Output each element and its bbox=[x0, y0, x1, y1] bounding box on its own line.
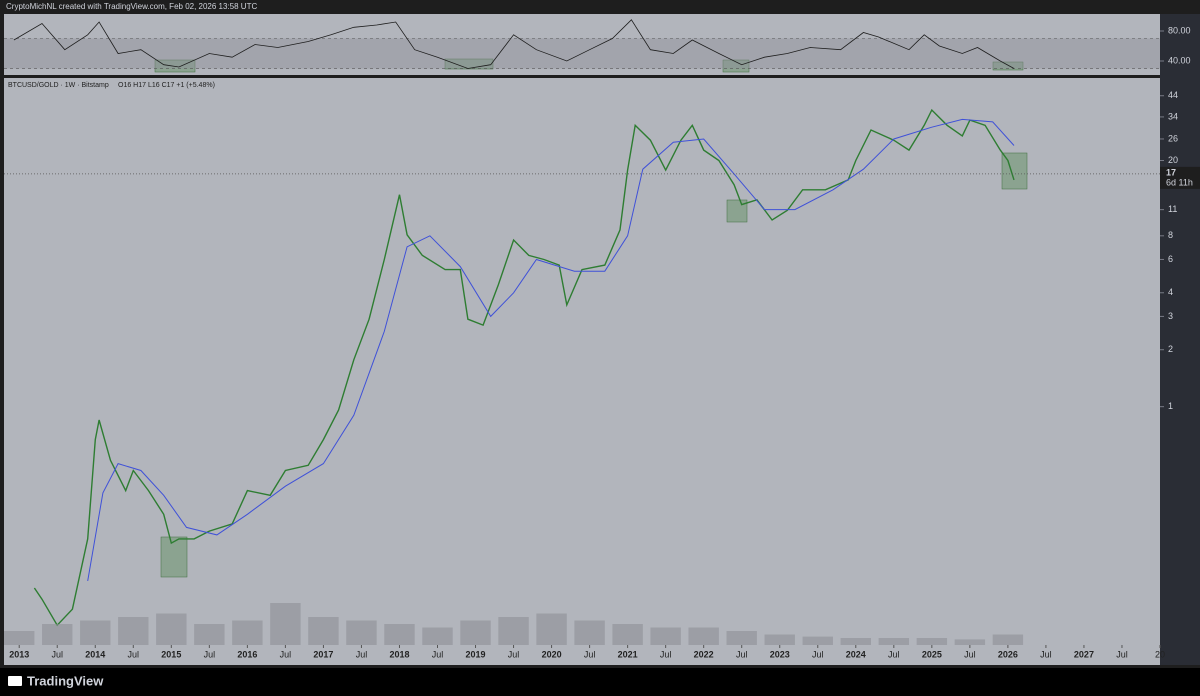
volume-bar bbox=[194, 624, 225, 645]
ohlc: O16 H17 L16 C17 +1 (+5.48%) bbox=[118, 82, 215, 89]
last-price-box bbox=[1160, 166, 1200, 189]
last-price: 17 bbox=[1166, 167, 1176, 177]
price-panel bbox=[4, 78, 1160, 645]
highlights bbox=[154, 58, 1028, 578]
volume-bar bbox=[726, 631, 757, 645]
volume-bar bbox=[232, 620, 263, 645]
x-tick-label: 2027 bbox=[1074, 649, 1094, 659]
price-line bbox=[87, 118, 1015, 581]
volume-bar bbox=[802, 636, 833, 645]
volume-bar bbox=[422, 627, 453, 645]
x-tick-label: 2023 bbox=[770, 649, 790, 659]
x-tick-label: 2024 bbox=[846, 649, 866, 659]
y-tick-label: 44 bbox=[1168, 90, 1178, 100]
highlight bbox=[722, 59, 750, 73]
x-tick-label: Jul bbox=[128, 649, 140, 659]
time-axis bbox=[4, 645, 1160, 665]
x-tick-label: 2016 bbox=[237, 649, 257, 659]
x-tick-label: 2022 bbox=[694, 649, 714, 659]
y-tick-label: 26 bbox=[1168, 133, 1178, 143]
x-tick-label: Jul bbox=[888, 649, 900, 659]
x-tick-label: 2026 bbox=[998, 649, 1018, 659]
volume-bar bbox=[764, 634, 795, 645]
x-tick-label: Jul bbox=[584, 649, 596, 659]
volume-bar bbox=[118, 617, 149, 645]
y-tick-label: 40.00 bbox=[1168, 55, 1191, 65]
x-tick-label: 20 bbox=[1155, 649, 1165, 659]
header: CryptoMichNL created with TradingView.co… bbox=[6, 2, 257, 11]
footer-brand: TradingView bbox=[27, 673, 104, 688]
y-tick-label: 8 bbox=[1168, 230, 1173, 240]
y-tick-label: 80.00 bbox=[1168, 25, 1191, 35]
volume-bar bbox=[992, 634, 1024, 645]
x-tick-label: Jul bbox=[51, 649, 63, 659]
x-tick-label: 2021 bbox=[618, 649, 638, 659]
x-tick-label: 2017 bbox=[313, 649, 333, 659]
price-axis bbox=[1160, 14, 1200, 665]
highlight bbox=[726, 199, 748, 223]
footer-bar bbox=[0, 668, 1200, 696]
volume-bar bbox=[4, 631, 35, 645]
logo-icon bbox=[8, 676, 22, 686]
x-tick-label: Jul bbox=[508, 649, 520, 659]
volume-bar bbox=[80, 620, 111, 645]
x-tick-label: 2018 bbox=[389, 649, 409, 659]
volume-bar bbox=[308, 617, 339, 645]
volume-bar bbox=[840, 638, 871, 645]
y-tick-label: 1 bbox=[1168, 401, 1173, 411]
y-tick-label: 4 bbox=[1168, 287, 1173, 297]
x-tick-label: Jul bbox=[812, 649, 824, 659]
volume-bar bbox=[650, 627, 681, 645]
volume-bar bbox=[384, 624, 415, 645]
x-tick-label: Jul bbox=[1116, 649, 1128, 659]
y-tick-label: 3 bbox=[1168, 311, 1173, 321]
volume-bar bbox=[42, 624, 73, 645]
price-line bbox=[13, 19, 1015, 69]
y-tick-label: 11 bbox=[1168, 204, 1177, 214]
volume-bar bbox=[346, 620, 377, 645]
y-tick-label: 34 bbox=[1168, 111, 1178, 121]
volume-bar bbox=[878, 638, 910, 645]
x-tick-label: Jul bbox=[280, 649, 292, 659]
volume-bar bbox=[574, 620, 605, 645]
volume-bar bbox=[270, 603, 301, 645]
highlight bbox=[992, 61, 1024, 71]
volume-bar bbox=[460, 620, 491, 645]
symbol: BTCUSD/GOLD · 1W · Bitstamp bbox=[8, 82, 109, 89]
x-tick-label: 2020 bbox=[542, 649, 562, 659]
price-line bbox=[33, 108, 1015, 627]
x-tick-label: Jul bbox=[964, 649, 976, 659]
y-tick-label: 2 bbox=[1168, 344, 1173, 354]
volume-bar bbox=[498, 617, 529, 645]
x-tick-label: Jul bbox=[356, 649, 368, 659]
countdown: 6d 11h bbox=[1166, 177, 1193, 187]
logo: TradingView bbox=[8, 673, 104, 688]
x-tick-label: 2014 bbox=[85, 649, 105, 659]
highlight bbox=[154, 59, 196, 73]
rsi-panel bbox=[4, 14, 1160, 75]
x-tick-label: 2015 bbox=[161, 649, 181, 659]
volume-bar bbox=[612, 624, 643, 645]
x-tick-label: Jul bbox=[1040, 649, 1052, 659]
y-tick-label: 6 bbox=[1168, 254, 1173, 264]
x-tick-label: 2025 bbox=[922, 649, 942, 659]
volume-bar bbox=[536, 613, 567, 645]
volume-bar bbox=[156, 613, 187, 645]
volume-bar bbox=[954, 639, 986, 645]
x-tick-label: Jul bbox=[432, 649, 444, 659]
x-tick-label: Jul bbox=[204, 649, 216, 659]
x-tick-label: Jul bbox=[736, 649, 748, 659]
volume-bar bbox=[916, 638, 948, 645]
x-tick-label: Jul bbox=[660, 649, 672, 659]
x-tick-label: 2013 bbox=[9, 649, 29, 659]
volume-bar bbox=[688, 627, 719, 645]
highlight bbox=[160, 536, 188, 578]
x-tick-label: 2019 bbox=[466, 649, 486, 659]
highlight bbox=[444, 58, 494, 70]
y-tick-label: 20 bbox=[1168, 155, 1178, 165]
